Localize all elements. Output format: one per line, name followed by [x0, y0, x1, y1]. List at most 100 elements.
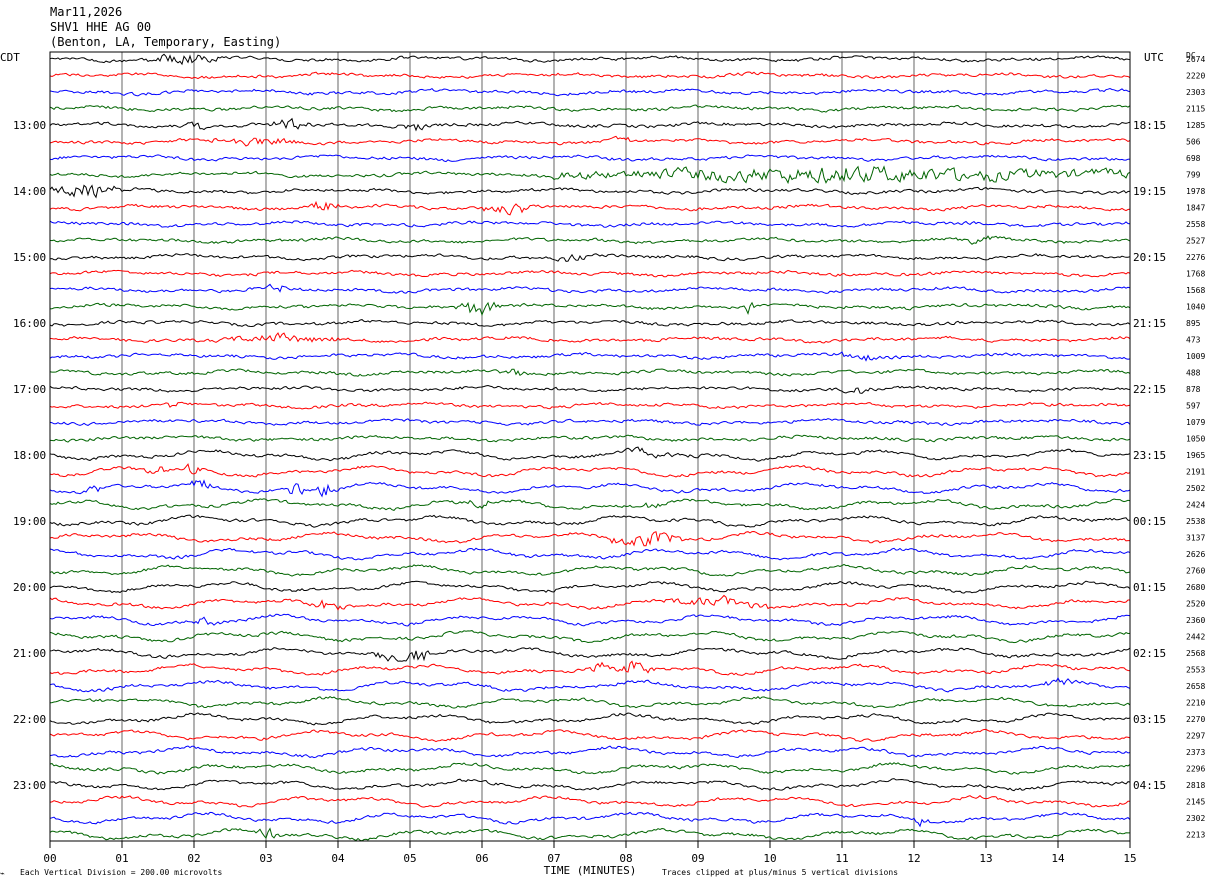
x-axis: 00 01 02 03 04 05 06 07 08 09 10 11 12 13 14 15: [43, 841, 1137, 865]
trace-row: [49, 332, 1131, 344]
dc-offset-label: 2442: [1186, 633, 1205, 642]
trace-row: [49, 351, 1131, 362]
trace-row: [49, 283, 1131, 294]
dc-offset-label: 2373: [1186, 748, 1205, 757]
dc-offset-label: 506: [1186, 138, 1201, 147]
row-labels: 13:00 14:00 15:00 16:00 17:00 18:00 19:00 20:00…: [13, 55, 1205, 840]
dc-offset-label: 2270: [1186, 715, 1205, 724]
dc-offset-label: 2674: [1186, 55, 1205, 64]
trace-row: [49, 235, 1131, 245]
x-tick-label: 04: [331, 852, 345, 865]
dc-offset-label: 2191: [1186, 468, 1205, 477]
trace-row: [49, 135, 1131, 147]
dc-offset-label: 2760: [1186, 567, 1205, 576]
trace-row: [49, 200, 1131, 216]
dc-offset-label: 698: [1186, 154, 1201, 163]
cdt-hour-label: 19:00: [13, 515, 46, 528]
trace-row: [49, 660, 1131, 677]
trace-row: [49, 745, 1131, 759]
trace-row: [49, 695, 1131, 709]
x-tick-label: 03: [259, 852, 272, 865]
dc-offset-label: 1965: [1186, 451, 1205, 460]
trace-row: [49, 319, 1131, 328]
right-timezone-label: UTC: [1144, 51, 1164, 64]
dc-offset-label: 3137: [1186, 534, 1205, 543]
dc-offset-label: 1568: [1186, 286, 1205, 295]
x-tick-label: 05: [403, 852, 416, 865]
seismic-traces: [49, 53, 1131, 842]
dc-offset-label: 2527: [1186, 237, 1205, 246]
trace-row: [49, 253, 1131, 262]
x-tick-label: 01: [115, 852, 128, 865]
trace-row: [49, 580, 1131, 594]
utc-hour-label: 00:15: [1133, 515, 1166, 528]
trace-row: [49, 530, 1130, 547]
dc-offset-label: 895: [1186, 319, 1201, 328]
utc-hour-label: 19:15: [1133, 185, 1166, 198]
x-tick-label: 12: [907, 852, 920, 865]
trace-row: [49, 368, 1131, 377]
dc-offset-label: 878: [1186, 385, 1201, 394]
dc-offset-label: 2303: [1186, 88, 1205, 97]
dc-offset-label: 1009: [1186, 352, 1205, 361]
dc-offset-label: 799: [1186, 171, 1201, 180]
dc-offset-label: 473: [1186, 336, 1201, 345]
dc-offset-label: 2210: [1186, 699, 1205, 708]
trace-row: [49, 87, 1131, 97]
header-date: Mar11,2026: [50, 5, 122, 19]
cdt-hour-label: 17:00: [13, 383, 46, 396]
utc-hour-label: 22:15: [1133, 383, 1166, 396]
trace-row: [49, 827, 1130, 842]
trace-row: [49, 498, 1131, 511]
x-tick-label: 00: [43, 852, 56, 865]
scale-icon: ⌁: [0, 869, 5, 878]
plot-frame: [49, 51, 1131, 842]
trace-row: [49, 384, 1131, 394]
x-tick-label: 08: [619, 852, 632, 865]
trace-row: [49, 184, 1131, 199]
dc-offset-label: 1040: [1186, 303, 1205, 312]
dc-offset-label: 2115: [1186, 105, 1205, 114]
trace-row: [49, 795, 1130, 808]
trace-row: [49, 165, 1131, 185]
x-tick-label: 11: [835, 852, 848, 865]
cdt-hour-label: 21:00: [13, 647, 46, 660]
utc-hour-label: 20:15: [1133, 251, 1166, 264]
utc-hour-label: 01:15: [1133, 581, 1166, 594]
dc-offset-label: 2297: [1186, 732, 1205, 741]
utc-hour-label: 03:15: [1133, 713, 1166, 726]
trace-row: [49, 728, 1131, 743]
trace-row: [49, 301, 1131, 317]
header-channel: SHV1 HHE AG 00: [50, 20, 151, 34]
trace-row: [49, 778, 1131, 792]
left-timezone-label: CDT: [0, 51, 20, 64]
dc-offset-label: 1847: [1186, 204, 1205, 213]
trace-row: [49, 712, 1131, 726]
dc-offset-label: 2213: [1186, 831, 1205, 840]
cdt-hour-label: 20:00: [13, 581, 46, 594]
trace-row: [49, 479, 1131, 498]
trace-row: [49, 762, 1131, 775]
trace-row: [49, 220, 1131, 228]
utc-hour-label: 21:15: [1133, 317, 1166, 330]
trace-row: [49, 630, 1131, 644]
trace-row: [49, 613, 1131, 627]
x-tick-label: 02: [187, 852, 200, 865]
x-tick-label: 07: [547, 852, 560, 865]
x-tick-label: 06: [475, 852, 488, 865]
dc-offset-label: 2553: [1186, 666, 1205, 675]
dc-offset-label: 2558: [1186, 220, 1205, 229]
dc-offset-label: 2145: [1186, 798, 1205, 807]
x-tick-label: 09: [691, 852, 704, 865]
trace-row: [49, 104, 1131, 113]
trace-row: [49, 811, 1131, 828]
trace-row: [49, 154, 1131, 163]
dc-offset-label: 2538: [1186, 517, 1205, 526]
dc-offset-label: 2220: [1186, 72, 1205, 81]
scale-note: Each Vertical Division = 200.00 microvol…: [20, 868, 222, 877]
dc-offset-label: 2276: [1186, 253, 1205, 262]
dc-offset-label: 1978: [1186, 187, 1205, 196]
cdt-hour-label: 23:00: [13, 779, 46, 792]
dc-offset-label: 2818: [1186, 781, 1205, 790]
cdt-hour-label: 16:00: [13, 317, 46, 330]
